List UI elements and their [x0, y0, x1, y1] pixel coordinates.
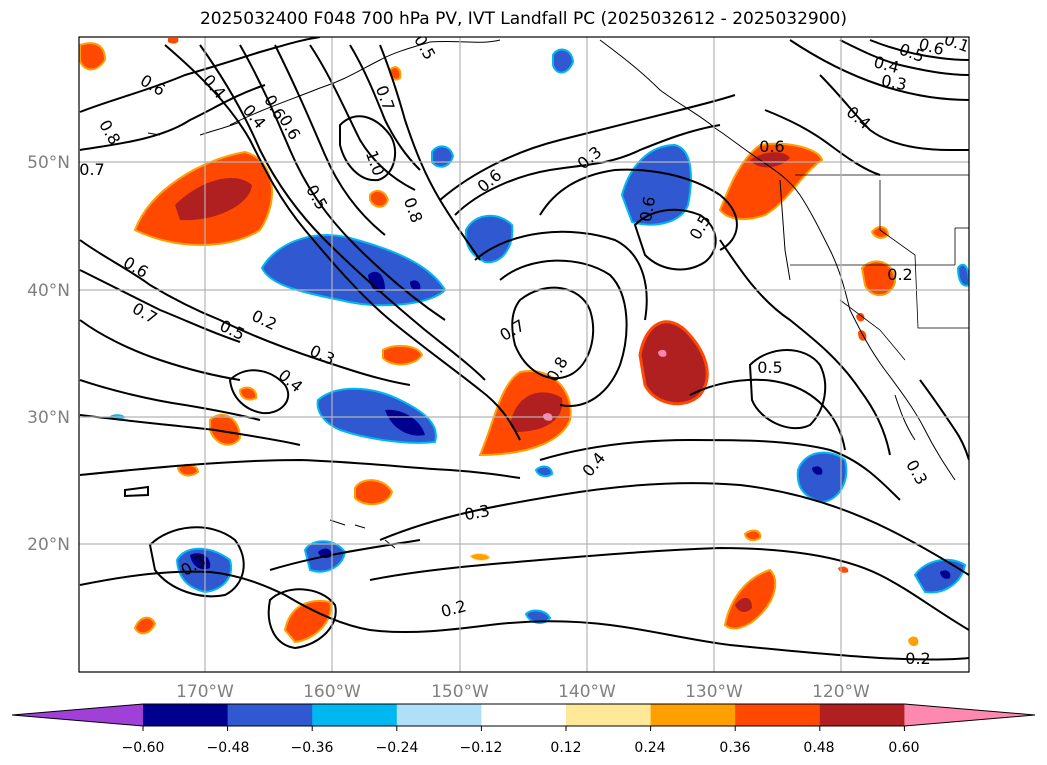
contour-label: 0.5	[757, 358, 782, 377]
colorbar-tick-label: −0.60	[122, 740, 165, 756]
colorbar-segment	[143, 704, 229, 726]
gridlines	[79, 37, 969, 672]
lat-label: 20°N	[27, 535, 70, 555]
lon-label: 160°W	[303, 682, 361, 702]
contour-label: 0.2	[905, 649, 930, 668]
contour-label: 0.6	[917, 34, 947, 59]
latitude-labels: 50°N 40°N 30°N 20°N	[27, 153, 70, 555]
colorbar-tick-label: −0.48	[207, 740, 250, 756]
colorbar-segment	[227, 704, 313, 726]
colorbar-segment	[481, 704, 567, 726]
colorbar-extend-max	[904, 704, 1035, 726]
lon-label: 170°W	[176, 682, 234, 702]
colorbar-tick-label: −0.24	[376, 740, 419, 756]
colorbar-segment	[396, 704, 482, 726]
colorbar-tick-label: 0.36	[719, 740, 750, 756]
colorbar-tick-label: 0.60	[888, 740, 919, 756]
contour-label: 0.2	[887, 265, 912, 284]
colorbar-segment	[566, 704, 652, 726]
contour-label: 0.7	[79, 160, 104, 179]
map-title: 2025032400 F048 700 hPa PV, IVT Landfall…	[199, 9, 847, 29]
colorbar-tick-label: −0.36	[291, 740, 334, 756]
negative-pv-area	[110, 48, 969, 624]
lat-label: 40°N	[27, 281, 70, 301]
political-borders	[790, 174, 969, 361]
map-frame	[78, 36, 970, 673]
longitude-labels: 170°W 160°W 150°W 140°W 130°W 120°W	[176, 682, 870, 702]
colorbar	[11, 703, 1036, 731]
pv-shading	[79, 38, 969, 647]
contour-label: 0.3	[880, 71, 908, 94]
lat-label: 30°N	[27, 408, 70, 428]
colorbar-tick-label: −0.12	[460, 740, 503, 756]
lon-label: 130°W	[685, 682, 743, 702]
colorbar-tick-label: 0.12	[550, 740, 581, 756]
contour-label: 0.3	[463, 501, 491, 524]
positive-pv-area	[79, 38, 919, 647]
colorbar-extend-min	[12, 704, 143, 726]
ivt-contours	[79, 37, 969, 661]
contour-label: 0.6	[759, 137, 784, 156]
lon-label: 120°W	[812, 682, 870, 702]
lat-label: 50°N	[27, 153, 70, 173]
lon-label: 140°W	[558, 682, 616, 702]
colorbar-segment	[819, 704, 905, 726]
colorbar-segment	[735, 704, 821, 726]
colorbar-tick-labels: −0.60 −0.48 −0.36 −0.24 −0.12 0.12 0.24 …	[122, 740, 920, 756]
lon-label: 150°W	[431, 682, 489, 702]
colorbar-tick-label: 0.48	[803, 740, 834, 756]
colorbar-segment	[312, 704, 398, 726]
contour-label: 0.6	[636, 195, 659, 223]
colorbar-segment	[650, 704, 736, 726]
colorbar-tick-label: 0.24	[634, 740, 665, 756]
